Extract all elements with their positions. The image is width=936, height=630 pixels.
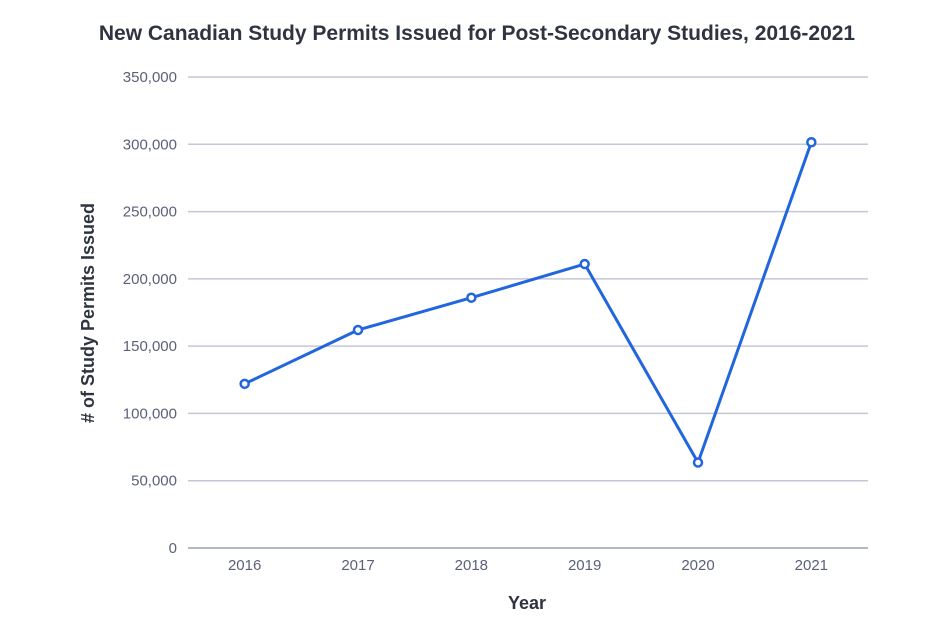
- y-tick-label: 200,000: [123, 271, 177, 288]
- data-point: [352, 324, 364, 336]
- x-tick-label: 2019: [568, 557, 601, 574]
- y-tick-label: 150,000: [123, 338, 177, 355]
- y-tick-label: 100,000: [123, 405, 177, 422]
- gridlines: [188, 76, 868, 549]
- x-axis-label: Year: [508, 593, 546, 613]
- y-tick-label: 350,000: [123, 69, 177, 86]
- x-tick-label: 2021: [795, 557, 828, 574]
- x-tick-label: 2020: [681, 557, 714, 574]
- x-tick-label: 2017: [341, 557, 374, 574]
- chart-title: New Canadian Study Permits Issued for Po…: [99, 22, 856, 45]
- y-axis-label: # of Study Permits Issued: [78, 203, 98, 423]
- data-point: [579, 258, 590, 270]
- data-point: [239, 378, 250, 390]
- series-layer: [239, 137, 817, 468]
- y-axis-ticks: 0 50,000 100,000 150,000 200,000 250,000 300,0…: [123, 69, 177, 557]
- data-point: [692, 457, 704, 468]
- y-tick-label: 0: [169, 540, 177, 557]
- data-point: [806, 137, 817, 148]
- x-axis-ticks: 2016 2017 2018 2019 2020 2021: [228, 557, 828, 574]
- y-tick-label: 250,000: [123, 204, 177, 221]
- x-tick-label: 2016: [228, 557, 261, 574]
- y-tick-label: 300,000: [123, 136, 177, 153]
- x-tick-label: 2018: [455, 557, 488, 574]
- data-point: [466, 292, 477, 303]
- y-tick-label: 50,000: [131, 473, 177, 490]
- series-line: [244, 141, 813, 465]
